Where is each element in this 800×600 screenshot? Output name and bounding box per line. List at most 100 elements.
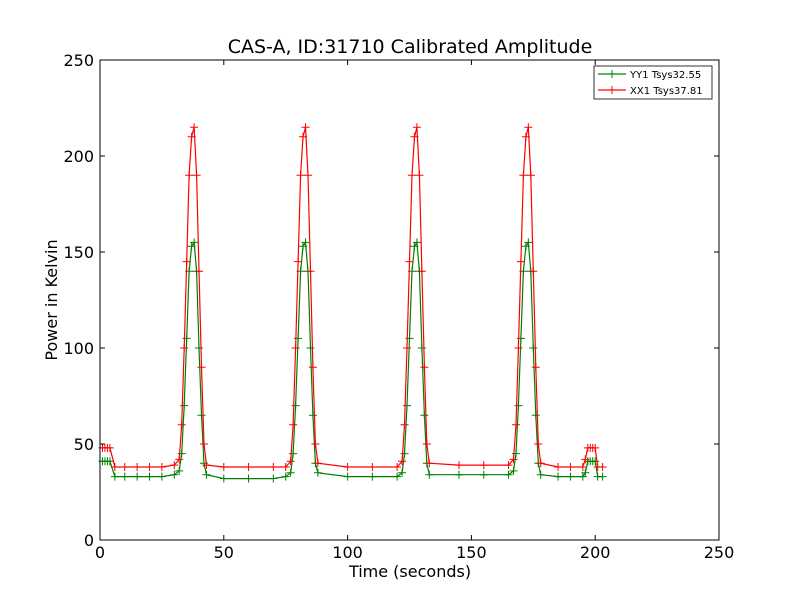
data-point xyxy=(311,440,320,448)
data-point xyxy=(526,171,535,180)
x-tick-label: 250 xyxy=(704,543,735,562)
y-tick-label: 200 xyxy=(63,147,94,166)
y-axis-label: Power in Kelvin xyxy=(42,239,61,360)
data-point xyxy=(291,344,300,352)
data-point xyxy=(187,132,196,141)
data-point xyxy=(281,472,290,481)
data-point xyxy=(170,461,179,470)
data-point xyxy=(219,463,228,472)
series-line xyxy=(102,127,603,468)
data-point xyxy=(133,463,142,472)
data-point xyxy=(534,440,543,448)
data-point xyxy=(519,171,528,180)
data-point xyxy=(110,463,119,472)
data-point xyxy=(202,470,211,479)
data-point xyxy=(407,171,416,180)
legend-label: XX1 Tsys37.81 xyxy=(630,86,703,97)
chart-title: CAS-A, ID:31710 Calibrated Amplitude xyxy=(228,36,593,58)
data-point xyxy=(120,472,129,481)
data-point xyxy=(197,411,206,420)
data-point xyxy=(313,459,322,468)
data-point xyxy=(415,171,424,180)
data-point xyxy=(504,461,513,470)
legend-box xyxy=(593,65,713,100)
data-point xyxy=(110,472,119,481)
x-tick-label: 50 xyxy=(214,543,234,562)
y-tick-label: 250 xyxy=(63,51,94,70)
data-point xyxy=(175,466,184,475)
data-point xyxy=(455,461,464,470)
data-point xyxy=(269,474,278,483)
data-point xyxy=(175,455,184,464)
data-point xyxy=(308,411,317,420)
data-point xyxy=(554,472,563,481)
data-point xyxy=(244,463,253,472)
data-point xyxy=(170,470,179,479)
data-point xyxy=(177,420,186,429)
data-point xyxy=(368,463,377,472)
data-point xyxy=(455,470,464,479)
data-point xyxy=(368,472,377,481)
data-point xyxy=(412,238,421,247)
data-point xyxy=(296,171,305,180)
data-point xyxy=(398,457,407,466)
data-point xyxy=(289,420,298,429)
data-point xyxy=(157,472,166,481)
data-point xyxy=(313,468,322,477)
data-point xyxy=(400,449,409,458)
data-point xyxy=(303,171,312,180)
data-point xyxy=(405,257,414,266)
data-point xyxy=(286,468,295,477)
y-tick-label: 150 xyxy=(63,243,94,262)
data-point xyxy=(425,459,434,468)
legend-marker xyxy=(608,70,616,78)
data-point xyxy=(536,470,545,479)
data-point xyxy=(591,457,600,466)
data-point xyxy=(192,171,201,180)
series-1 xyxy=(98,238,607,483)
data-point xyxy=(291,401,300,410)
data-point xyxy=(412,123,421,132)
x-tick-label: 200 xyxy=(580,543,611,562)
data-point xyxy=(524,123,533,132)
data-point xyxy=(417,267,426,276)
data-point xyxy=(269,463,278,472)
data-point xyxy=(417,344,426,352)
data-point xyxy=(566,472,575,481)
data-point xyxy=(180,344,189,352)
data-point xyxy=(524,238,533,247)
series-layer xyxy=(98,123,607,483)
data-point xyxy=(299,132,308,141)
y-tick-label: 0 xyxy=(84,531,94,550)
x-tick-label: 150 xyxy=(456,543,487,562)
data-point xyxy=(420,363,429,372)
ticks-layer: 0 50 100 150 200 250 0 50 100 150 200 250 xyxy=(63,51,734,562)
data-point xyxy=(343,472,352,481)
data-point xyxy=(105,443,114,452)
x-tick-label: 0 xyxy=(95,543,105,562)
y-tick-label: 50 xyxy=(74,435,94,454)
data-point xyxy=(479,461,488,470)
legend-entries: YY1 Tsys32.55 XX1 Tsys37.81 xyxy=(598,70,703,97)
data-point xyxy=(398,468,407,477)
data-point xyxy=(120,463,129,472)
data-point xyxy=(511,449,520,458)
data-point xyxy=(514,344,523,352)
data-point xyxy=(202,461,211,470)
data-point xyxy=(521,132,530,141)
data-point xyxy=(286,457,295,466)
data-point xyxy=(536,459,545,468)
data-point xyxy=(578,463,587,472)
data-point xyxy=(516,257,525,266)
data-point xyxy=(133,472,142,481)
data-point xyxy=(190,238,199,247)
data-point xyxy=(105,457,114,466)
data-point xyxy=(529,344,538,352)
data-point xyxy=(195,267,204,276)
data-point xyxy=(531,363,540,372)
data-point xyxy=(529,267,538,276)
data-point xyxy=(145,463,154,472)
data-point xyxy=(598,472,607,481)
data-point xyxy=(393,472,402,481)
